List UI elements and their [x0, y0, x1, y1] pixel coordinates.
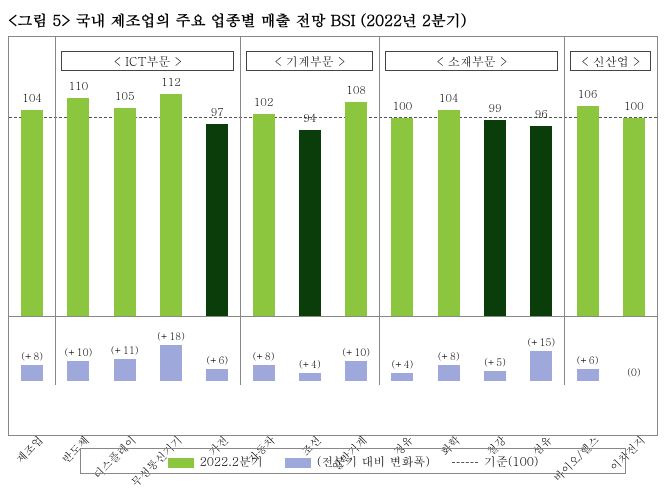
delta-label: (+10)	[336, 345, 376, 359]
chart-area: < ICT부문 > < 기계부문 > < 소재부문 > < 신산업 > 104 110 10…	[8, 36, 658, 436]
delta-label: (0)	[614, 365, 654, 379]
delta-bar: (+6)	[577, 369, 599, 381]
bar-value-label: 102	[244, 95, 284, 110]
bar	[577, 106, 599, 316]
delta-bar: (+8)	[438, 365, 460, 381]
legend-item-3: 기준(100)	[452, 453, 539, 470]
delta-label: (+4)	[382, 357, 422, 371]
bar-value-label: 105	[105, 89, 145, 104]
delta-bar: (+4)	[391, 373, 413, 381]
delta-bar: (+10)	[345, 361, 367, 381]
bar	[206, 124, 228, 316]
delta-bar: (+6)	[206, 369, 228, 381]
bar	[21, 110, 43, 316]
bar	[484, 120, 506, 316]
legend-swatch-3	[452, 462, 478, 463]
delta-bar: (+11)	[114, 359, 136, 381]
delta-label: (+15)	[521, 335, 561, 349]
delta-bar: (+8)	[21, 365, 43, 381]
delta-label: (+8)	[429, 349, 469, 363]
delta-label: (+8)	[12, 349, 52, 363]
legend-label-3: 기준(100)	[484, 453, 539, 470]
delta-label: (+6)	[197, 353, 237, 367]
legend-swatch-2	[285, 458, 311, 468]
section-label: < 기계부문 >	[246, 51, 373, 71]
bar-value-label: 108	[336, 83, 376, 98]
bar-value-label: 112	[151, 75, 191, 90]
delta-label: (+4)	[290, 357, 330, 371]
delta-label: (+18)	[151, 329, 191, 343]
bar	[114, 108, 136, 316]
legend: 2022.2분기 (전분기 대비 변화폭) 기준(100)	[80, 448, 626, 474]
lower-panel: (+8) (+10) (+11) (+18) (+6) (+8) (+4) (+10) (+4)…	[9, 317, 657, 385]
section-label: < ICT부문 >	[61, 51, 234, 71]
bar	[623, 118, 645, 316]
legend-label-2: (전분기 대비 변화폭)	[317, 453, 430, 470]
bar	[253, 114, 275, 316]
legend-swatch-1	[168, 458, 194, 468]
delta-bar: (+15)	[530, 351, 552, 381]
bar-value-label: 100	[614, 99, 654, 114]
bar	[299, 130, 321, 316]
delta-bar: (+8)	[253, 365, 275, 381]
upper-panel: < ICT부문 > < 기계부문 > < 소재부문 > < 신산업 > 104 110 10…	[9, 37, 657, 317]
delta-bar: (+10)	[67, 361, 89, 381]
bar	[438, 110, 460, 316]
x-label: 제조업	[13, 433, 47, 467]
legend-label-1: 2022.2분기	[200, 453, 263, 470]
bar-value-label: 104	[12, 91, 52, 106]
section-label: < 신산업 >	[570, 51, 651, 71]
chart-title: <그림 5> 국내 제조업의 주요 업종별 매출 전망 BSI (2022년 2…	[0, 0, 666, 37]
legend-item-1: 2022.2분기	[168, 453, 263, 470]
bar	[530, 126, 552, 316]
bar	[67, 98, 89, 316]
x-axis: 제조업반도체디스플레이무선통신기기가전자동차조선일반기계정유화학철강섬유바이오/…	[9, 385, 657, 435]
bar	[345, 102, 367, 316]
bar-value-label: 99	[475, 101, 515, 116]
bar-value-label: 97	[197, 105, 237, 120]
delta-bar: (+18)	[160, 345, 182, 381]
delta-label: (+6)	[568, 353, 608, 367]
delta-bar: (+5)	[484, 371, 506, 381]
delta-label: (+11)	[105, 343, 145, 357]
bar-value-label: 100	[382, 99, 422, 114]
section-label: < 소재부문 >	[385, 51, 558, 71]
bar-value-label: 106	[568, 87, 608, 102]
delta-bar: (+4)	[299, 373, 321, 381]
bar	[160, 94, 182, 316]
bar-value-label: 96	[521, 107, 561, 122]
bar	[391, 118, 413, 316]
delta-label: (+10)	[58, 345, 98, 359]
delta-label: (+8)	[244, 349, 284, 363]
legend-item-2: (전분기 대비 변화폭)	[285, 453, 430, 470]
delta-label: (+5)	[475, 355, 515, 369]
bar-value-label: 94	[290, 111, 330, 126]
bar-value-label: 110	[58, 79, 98, 94]
bar-value-label: 104	[429, 91, 469, 106]
